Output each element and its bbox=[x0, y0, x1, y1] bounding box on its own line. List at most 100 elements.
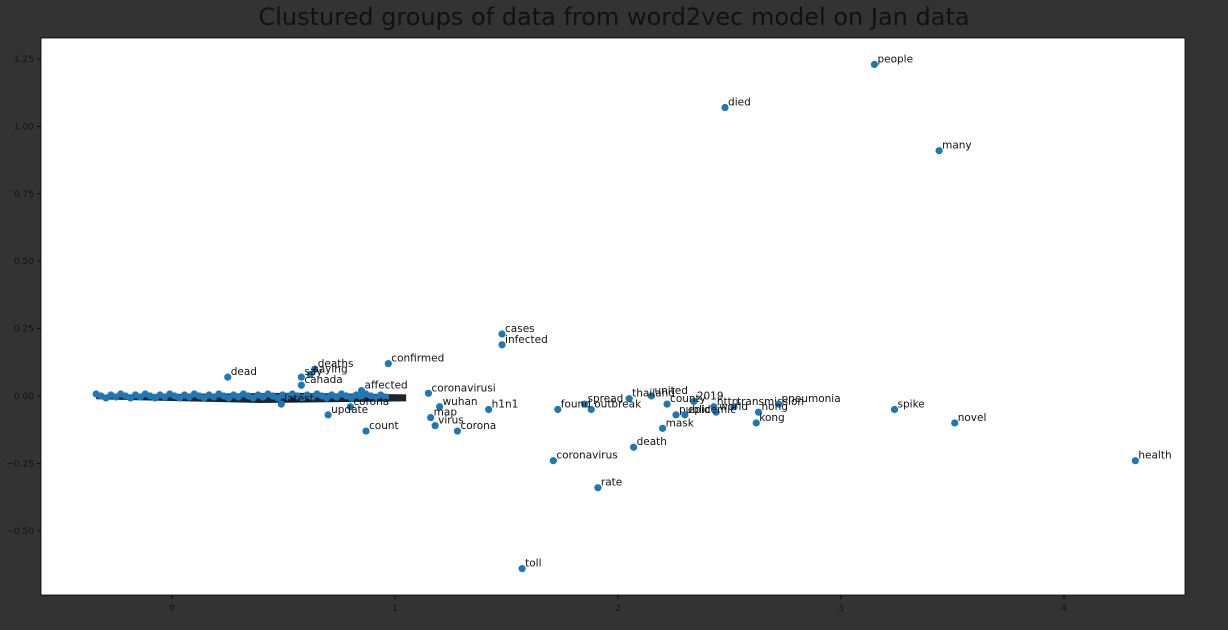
data-point: people bbox=[870, 53, 913, 68]
data-point: corona bbox=[346, 396, 389, 411]
point-marker bbox=[224, 373, 232, 381]
data-point: death bbox=[630, 436, 667, 451]
x-tick-label: 1 bbox=[392, 604, 398, 614]
point-label: map bbox=[434, 407, 458, 419]
point-marker bbox=[424, 389, 433, 397]
point-label: dead bbox=[231, 366, 257, 378]
data-point: rate bbox=[594, 477, 622, 492]
y-tick-label: 1.00 bbox=[14, 122, 34, 132]
y-tick-label: −0.25 bbox=[6, 459, 34, 469]
x-tick-label: 4 bbox=[1061, 604, 1067, 614]
point-label: latest bbox=[284, 393, 314, 405]
point-label: world bbox=[719, 401, 748, 413]
point-marker bbox=[324, 411, 332, 419]
y-tick-label: 0.25 bbox=[14, 325, 34, 335]
point-label: kong bbox=[759, 412, 784, 424]
point-marker bbox=[625, 395, 633, 403]
point-marker bbox=[346, 403, 354, 411]
data-point: many bbox=[935, 140, 972, 155]
chart-title: Clustured groups of data from word2vec m… bbox=[258, 3, 970, 31]
point-marker bbox=[672, 411, 680, 419]
point-marker bbox=[951, 419, 959, 427]
point-marker bbox=[277, 400, 285, 408]
point-marker bbox=[1131, 457, 1139, 465]
point-marker bbox=[710, 403, 718, 411]
data-point: saying bbox=[306, 363, 348, 379]
data-point: h1n1 bbox=[485, 398, 518, 414]
data-point: thailand bbox=[625, 388, 675, 403]
point-marker bbox=[357, 387, 366, 395]
point-label: corona bbox=[460, 420, 496, 432]
data-point: latest bbox=[277, 393, 314, 408]
point-label: cases bbox=[505, 323, 535, 335]
data-point: outbreak bbox=[587, 398, 642, 414]
data-point: spike bbox=[890, 398, 925, 414]
data-point: hong bbox=[754, 401, 788, 416]
point-label: virus bbox=[438, 415, 464, 427]
point-label: many bbox=[942, 140, 972, 152]
point-label: transmission bbox=[737, 396, 804, 408]
point-label: say bbox=[304, 366, 322, 378]
point-marker bbox=[306, 370, 314, 379]
point-marker bbox=[297, 381, 305, 389]
point-marker bbox=[297, 373, 305, 381]
point-marker bbox=[721, 103, 729, 112]
point-marker bbox=[580, 400, 589, 408]
point-marker bbox=[681, 411, 689, 419]
point-marker bbox=[754, 408, 763, 416]
point-marker bbox=[712, 408, 720, 416]
point-marker bbox=[311, 365, 319, 373]
data-point: dead bbox=[224, 366, 257, 381]
point-label: epidemic bbox=[688, 404, 736, 416]
point-label: confirmed bbox=[391, 353, 444, 365]
data-point: novel bbox=[951, 412, 986, 427]
data-point: count bbox=[362, 420, 399, 435]
point-marker bbox=[690, 397, 698, 405]
point-label: update bbox=[331, 404, 368, 416]
point-marker bbox=[436, 403, 444, 411]
data-point: spread bbox=[580, 393, 624, 408]
point-marker bbox=[935, 147, 943, 155]
point-label: canada bbox=[304, 374, 342, 386]
point-marker bbox=[730, 403, 738, 411]
y-tick-label: 0.50 bbox=[14, 257, 34, 267]
axes-frame bbox=[40, 37, 1186, 596]
cluster-point bbox=[382, 393, 390, 401]
point-marker bbox=[549, 457, 557, 465]
point-label: coronavirus bbox=[556, 450, 617, 462]
point-marker bbox=[427, 413, 435, 422]
data-point: cases bbox=[498, 323, 535, 338]
x-tick-label: 0 bbox=[169, 604, 175, 614]
point-marker bbox=[663, 400, 671, 408]
data-point: coronavirus bbox=[549, 450, 618, 465]
point-label: toll bbox=[525, 558, 541, 570]
point-marker bbox=[362, 427, 370, 435]
x-tick-label: 2 bbox=[615, 604, 621, 614]
point-marker bbox=[518, 564, 526, 573]
data-point: confirmed bbox=[384, 353, 444, 368]
point-marker bbox=[498, 341, 506, 349]
point-label: united bbox=[654, 385, 687, 397]
point-marker bbox=[630, 443, 638, 451]
data-point: wuhan bbox=[436, 396, 478, 411]
data-point: 2019 bbox=[690, 390, 724, 405]
point-label: 2019 bbox=[697, 390, 724, 402]
point-label: rate bbox=[601, 477, 622, 489]
point-marker bbox=[594, 484, 602, 492]
point-label: died bbox=[728, 97, 751, 109]
data-point: corona bbox=[453, 420, 496, 435]
data-point: deaths bbox=[311, 358, 354, 373]
point-marker bbox=[587, 405, 595, 414]
point-marker bbox=[384, 360, 392, 368]
point-label: spread bbox=[588, 393, 624, 405]
point-label: spike bbox=[898, 398, 925, 410]
point-marker bbox=[431, 422, 439, 430]
data-point: toll bbox=[518, 558, 542, 573]
point-marker bbox=[647, 392, 656, 400]
point-marker bbox=[890, 405, 899, 414]
data-point: world bbox=[712, 401, 748, 416]
data-point: united bbox=[647, 385, 688, 400]
